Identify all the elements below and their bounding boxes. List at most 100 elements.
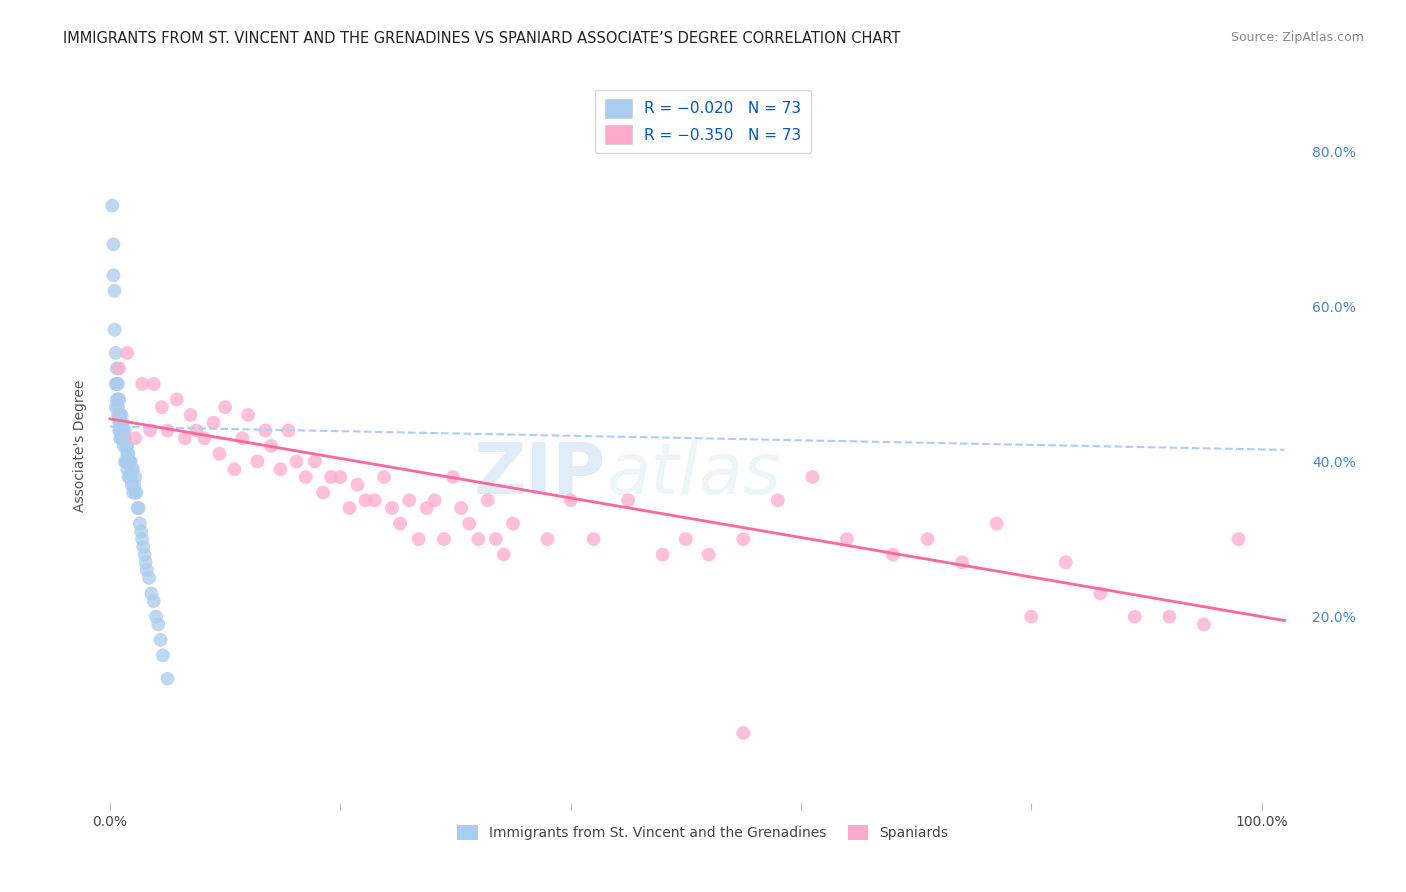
Point <box>208 447 231 461</box>
Point <box>1019 609 1042 624</box>
Point <box>101 198 124 212</box>
Point <box>129 524 152 539</box>
Point <box>156 672 179 686</box>
Point <box>149 632 172 647</box>
Point <box>766 493 789 508</box>
Point <box>560 493 582 508</box>
Point <box>128 516 150 531</box>
Point <box>110 408 132 422</box>
Point <box>156 424 179 438</box>
Point <box>117 454 139 468</box>
Point <box>110 424 132 438</box>
Point <box>110 431 132 445</box>
Point <box>986 516 1008 531</box>
Point <box>108 392 131 407</box>
Point <box>477 493 499 508</box>
Point <box>145 609 167 624</box>
Point <box>120 454 142 468</box>
Point <box>135 555 157 569</box>
Point <box>277 424 299 438</box>
Point <box>107 408 129 422</box>
Point <box>467 532 489 546</box>
Point <box>117 447 139 461</box>
Point <box>433 532 456 546</box>
Point <box>415 501 437 516</box>
Point <box>124 485 146 500</box>
Point <box>582 532 605 546</box>
Point <box>423 493 446 508</box>
Point <box>142 594 165 608</box>
Point <box>1090 586 1112 600</box>
Point <box>150 401 173 415</box>
Point <box>131 376 153 391</box>
Point <box>254 424 277 438</box>
Point <box>110 416 132 430</box>
Point <box>485 532 508 546</box>
Point <box>127 501 149 516</box>
Point <box>260 439 283 453</box>
Point <box>115 346 138 360</box>
Point <box>103 237 125 252</box>
Point <box>135 563 157 577</box>
Point <box>236 408 259 422</box>
Point <box>1123 609 1146 624</box>
Point <box>617 493 640 508</box>
Point <box>193 431 215 445</box>
Point <box>103 323 125 337</box>
Point <box>835 532 858 546</box>
Point <box>104 401 127 415</box>
Point <box>651 548 673 562</box>
Point <box>148 617 170 632</box>
Point <box>269 462 291 476</box>
Point <box>107 392 129 407</box>
Point <box>115 454 138 468</box>
Point <box>697 548 720 562</box>
Point <box>110 424 132 438</box>
Point <box>128 501 150 516</box>
Point <box>125 485 148 500</box>
Point <box>950 555 973 569</box>
Point <box>114 454 136 468</box>
Point <box>115 447 138 461</box>
Point <box>733 726 755 740</box>
Point <box>389 516 412 531</box>
Point <box>104 376 127 391</box>
Point <box>103 284 125 298</box>
Point <box>142 376 165 391</box>
Point <box>139 424 162 438</box>
Point <box>118 470 141 484</box>
Point <box>1054 555 1077 569</box>
Point <box>115 439 138 453</box>
Point <box>1159 609 1181 624</box>
Point <box>492 548 515 562</box>
Point <box>294 470 316 484</box>
Point <box>246 454 269 468</box>
Point <box>131 532 153 546</box>
Point <box>450 501 472 516</box>
Point <box>118 454 141 468</box>
Point <box>108 408 131 422</box>
Point <box>108 361 131 376</box>
Point <box>112 431 135 445</box>
Point <box>132 540 155 554</box>
Point <box>458 516 481 531</box>
Point <box>1192 617 1215 632</box>
Point <box>121 462 143 476</box>
Point <box>115 439 138 453</box>
Point <box>107 401 129 415</box>
Point <box>202 416 225 430</box>
Point <box>339 501 361 516</box>
Point <box>801 470 824 484</box>
Point <box>110 431 132 445</box>
Point <box>224 462 246 476</box>
Point <box>108 424 131 438</box>
Point <box>152 648 174 663</box>
Point <box>381 501 404 516</box>
Point <box>231 431 253 445</box>
Text: Source: ZipAtlas.com: Source: ZipAtlas.com <box>1230 31 1364 45</box>
Point <box>104 346 127 360</box>
Text: IMMIGRANTS FROM ST. VINCENT AND THE GRENADINES VS SPANIARD ASSOCIATE’S DEGREE CO: IMMIGRANTS FROM ST. VINCENT AND THE GREN… <box>63 31 901 46</box>
Point <box>502 516 524 531</box>
Point <box>354 493 377 508</box>
Point <box>121 477 143 491</box>
